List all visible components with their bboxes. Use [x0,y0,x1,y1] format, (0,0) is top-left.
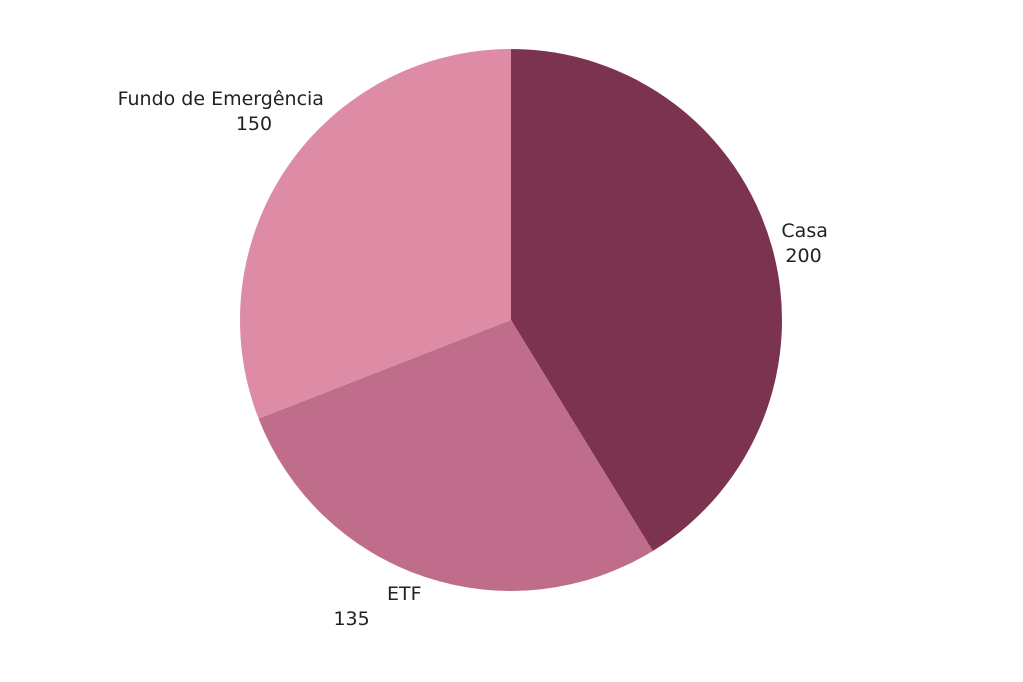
pie-slice [239,49,512,419]
slice-label: Casa [781,220,827,242]
slice-value: 135 [333,608,369,630]
slice-label: ETF [387,583,422,605]
slice-value: 200 [785,245,821,267]
slice-label: Fundo de Emergência [118,88,324,110]
pie-slice [258,320,653,591]
pie-slice [511,49,783,551]
slice-value: 150 [236,113,272,135]
